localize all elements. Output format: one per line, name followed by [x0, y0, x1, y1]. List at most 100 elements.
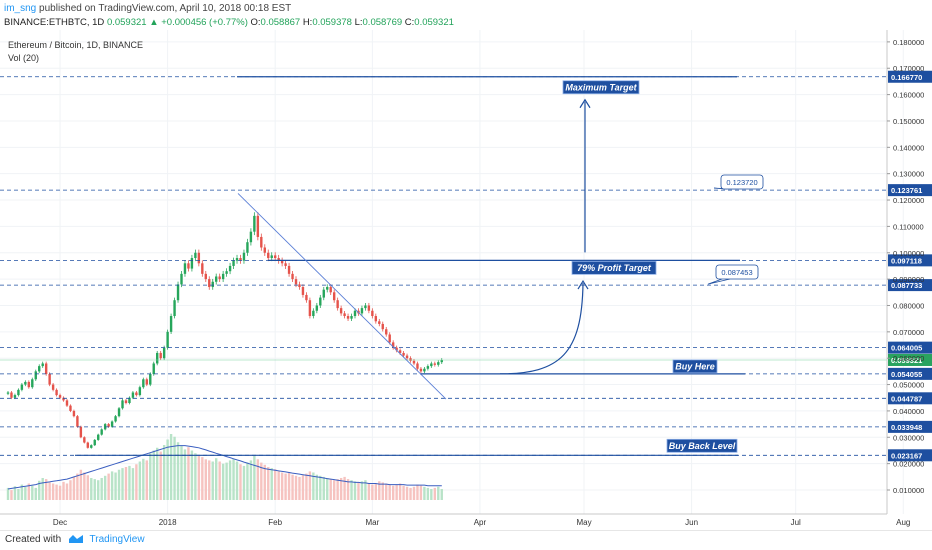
callout-label: 0.087453 — [721, 268, 752, 277]
candle-body — [225, 271, 228, 274]
volume-bar — [97, 480, 100, 500]
candle-body — [228, 265, 232, 272]
candle-body — [284, 263, 287, 266]
volume-bar — [339, 478, 343, 500]
callout-pointer — [707, 278, 731, 285]
candle-body — [405, 355, 409, 359]
volume-bars — [6, 434, 443, 500]
candle-body — [256, 215, 260, 237]
price-tag — [888, 367, 932, 380]
volume-bar — [326, 478, 329, 500]
price-tag — [888, 254, 932, 267]
price-change: +0.000456 (+0.77%) — [161, 17, 248, 28]
volume-bar — [412, 486, 416, 500]
candle-body — [391, 342, 395, 348]
price-tick-label: 0.140000 — [893, 143, 924, 152]
volume-bar — [263, 464, 266, 500]
annotation-box — [571, 260, 657, 275]
time-axis[interactable]: Dec2018FebMarAprMayJunJulAugSep — [0, 513, 932, 527]
volume-bar — [90, 478, 93, 500]
price-tick-label: 0.090000 — [893, 275, 924, 284]
curve-arrow-head — [577, 279, 589, 290]
price-tick-label: 0.030000 — [893, 433, 924, 442]
candle-body — [301, 287, 305, 295]
volume-bar — [388, 484, 391, 500]
candle-body — [312, 310, 315, 317]
volume-bar — [31, 485, 34, 500]
volume-bar — [374, 483, 378, 500]
high-label: H: — [302, 17, 313, 28]
volume-bar — [166, 439, 169, 500]
volume-bar — [402, 485, 405, 500]
candle-body — [315, 305, 319, 311]
volume-bar — [280, 472, 284, 500]
volume-bar — [162, 445, 166, 500]
volume-bar — [305, 473, 308, 500]
volume-bar — [235, 461, 239, 500]
price-tag — [888, 279, 932, 292]
candle-body — [294, 279, 298, 285]
candle-body — [367, 305, 371, 311]
candle-body — [27, 381, 31, 388]
candle-body — [242, 252, 246, 261]
volume-bar — [183, 449, 187, 500]
volume-bar — [287, 472, 291, 500]
candle-body — [437, 362, 440, 365]
chart-grid — [0, 30, 904, 514]
volume-bar — [284, 473, 287, 500]
price-tick-label: 0.130000 — [893, 170, 924, 179]
created-with: Created with TradingView — [5, 534, 145, 545]
volume-bar — [48, 482, 51, 500]
volume-bar — [346, 479, 350, 500]
candle-body — [433, 363, 437, 365]
candle-body — [353, 310, 357, 317]
high-value: 0.059378 — [312, 17, 352, 28]
volume-bar — [267, 467, 270, 500]
candle-body — [55, 389, 58, 396]
ohlc-bar: BINANCE:ETHBTC, 1D 0.059321 ▲ +0.000456 … — [4, 17, 454, 28]
annotation-label: Buy Here — [675, 361, 715, 371]
volume-bar — [360, 481, 364, 500]
candle-body — [287, 265, 291, 274]
volume-bar — [145, 460, 148, 500]
candle-body — [270, 255, 273, 259]
volume-bar — [221, 463, 225, 500]
volume-bar — [190, 450, 194, 500]
candle-body — [360, 308, 364, 314]
open-label: O: — [250, 17, 261, 28]
price-tag — [888, 184, 932, 197]
author-link[interactable]: im_sng — [4, 3, 37, 14]
candle-body — [388, 334, 391, 343]
tradingview-brand-link[interactable]: TradingView — [89, 534, 145, 545]
candle-body — [326, 287, 329, 290]
volume-bar — [201, 457, 204, 500]
price-tick-label: 0.150000 — [893, 117, 924, 126]
candle-body — [20, 384, 24, 390]
volume-bar — [58, 485, 62, 500]
candle-body — [156, 352, 159, 364]
price-tag — [888, 353, 932, 366]
volume-bar — [270, 468, 273, 500]
candle-body — [430, 363, 433, 367]
volume-bar — [312, 472, 315, 500]
candle-body — [291, 273, 294, 280]
price-axis[interactable]: 0.180000 0.170000 0.160000 0.150000 0.140000… — [886, 30, 924, 514]
candle-body — [121, 400, 124, 409]
volume-bar — [211, 461, 214, 500]
price-tag — [888, 70, 932, 83]
candle-body — [17, 389, 20, 396]
candle-body — [176, 284, 180, 301]
candle-body — [10, 392, 13, 398]
volume-bar — [117, 469, 121, 500]
candle-body — [38, 366, 41, 372]
candle-body — [398, 350, 402, 353]
candle-body — [69, 405, 72, 411]
volume-bar — [225, 462, 228, 500]
candle-body — [44, 363, 48, 375]
candle-body — [385, 329, 388, 335]
volume-bar — [437, 486, 440, 500]
candle-body — [48, 374, 51, 385]
price-chart[interactable]: 0.166770 0.123761 0.097118 0.087733 0.064005… — [0, 30, 932, 530]
volume-bar — [239, 464, 242, 500]
candle-body — [201, 263, 204, 274]
